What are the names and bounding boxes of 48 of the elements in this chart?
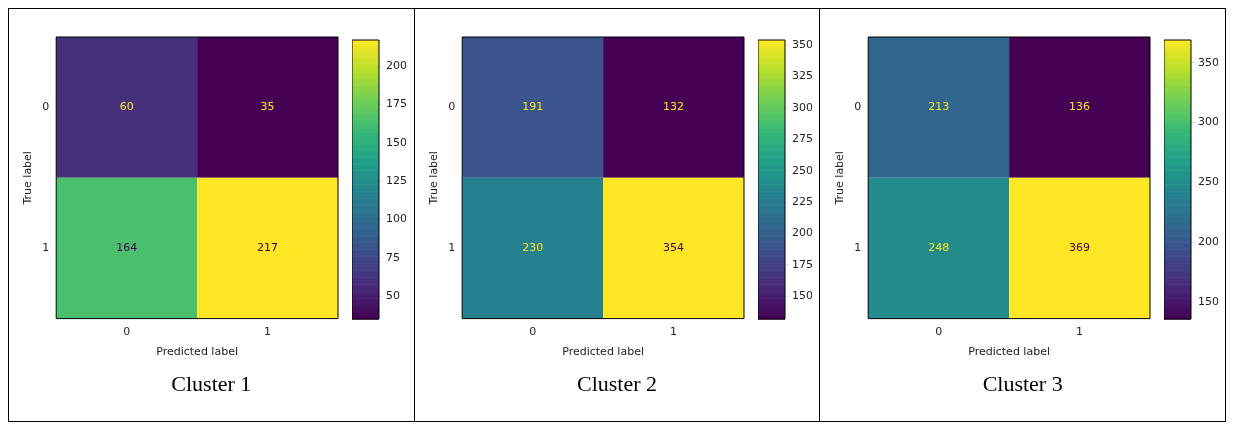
data-label: 60 bbox=[119, 100, 134, 114]
color-bar-label: 350 bbox=[1197, 55, 1219, 69]
data-label: 213 bbox=[927, 100, 949, 114]
color-bar-label: 200 bbox=[386, 58, 408, 72]
x-tick-label: 0 bbox=[934, 325, 942, 339]
x-axis-title: Predicted label bbox=[562, 345, 644, 359]
y-axis-title: True label bbox=[833, 151, 847, 206]
color-bar-label: 275 bbox=[792, 132, 813, 146]
text: Cluster 2 bbox=[576, 371, 658, 397]
color-bar-label: 200 bbox=[792, 226, 813, 240]
color-bar-label: 200 bbox=[1197, 235, 1219, 249]
x-tick-label: 1 bbox=[1075, 325, 1083, 339]
color-bar-label: 150 bbox=[792, 289, 813, 303]
x-tick-label: 1 bbox=[670, 325, 678, 339]
data-label: 35 bbox=[260, 100, 275, 114]
color-bar-label: 225 bbox=[792, 194, 813, 208]
color-bar-label: 150 bbox=[386, 135, 408, 149]
color-bar-label: 125 bbox=[386, 173, 408, 187]
color-bar-label: 250 bbox=[792, 163, 813, 177]
x-tick-label: 0 bbox=[123, 325, 131, 339]
text: Cluster 3 bbox=[982, 371, 1063, 397]
color-bar-label: 175 bbox=[792, 257, 813, 271]
text: Cluster 1 bbox=[171, 371, 252, 397]
x-axis-title: Predicted label bbox=[967, 345, 1050, 359]
x-tick-label: 1 bbox=[264, 325, 272, 339]
color-bar-label: 350 bbox=[792, 37, 813, 51]
data-label: 354 bbox=[663, 241, 685, 255]
color-bar-label: 75 bbox=[386, 250, 401, 264]
y-axis-title: True label bbox=[427, 151, 441, 206]
y-axis-title: True label bbox=[21, 151, 35, 206]
data-label: 230 bbox=[522, 241, 544, 255]
data-label: 164 bbox=[116, 241, 138, 255]
color-bar-label: 100 bbox=[386, 212, 408, 226]
color-bar-label: 50 bbox=[386, 288, 401, 302]
data-label: 369 bbox=[1068, 241, 1090, 255]
x-tick-label: 0 bbox=[529, 325, 537, 339]
color-bar-label: 325 bbox=[792, 69, 813, 83]
x-axis-title: Predicted label bbox=[156, 345, 239, 359]
color-bar-label: 300 bbox=[1197, 115, 1219, 129]
color-bar-label: 150 bbox=[1197, 295, 1219, 309]
data-label: 248 bbox=[927, 241, 949, 255]
data-label: 191 bbox=[522, 100, 544, 114]
data-label: 136 bbox=[1068, 100, 1090, 114]
color-bar-label: 300 bbox=[792, 100, 813, 114]
data-label: 132 bbox=[663, 100, 685, 114]
data-label: 217 bbox=[257, 241, 279, 255]
color-bar-label: 175 bbox=[386, 97, 408, 111]
color-bar-label: 250 bbox=[1197, 175, 1219, 189]
